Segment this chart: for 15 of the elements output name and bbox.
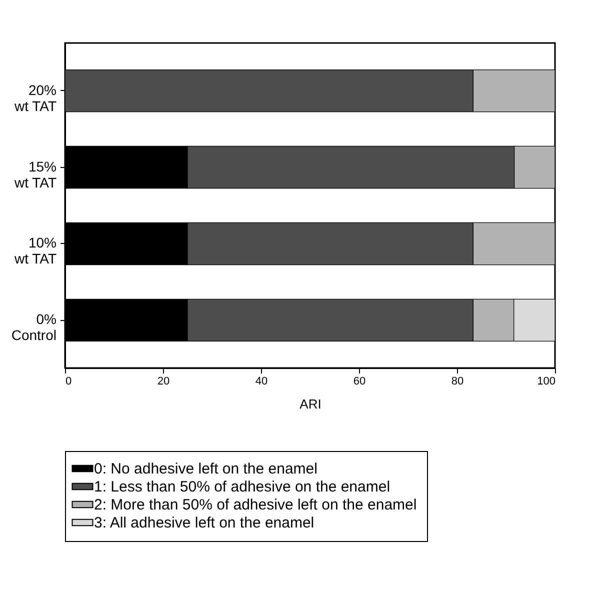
x-tick-label: 0 bbox=[66, 376, 72, 388]
y-tick-label: 20% wt TAT bbox=[14, 82, 57, 114]
legend-label: 1: Less than 50% of adhesive on the enamel bbox=[94, 478, 390, 496]
x-tick-label: 20 bbox=[157, 376, 170, 388]
y-tick-label: 10% wt TAT bbox=[14, 234, 57, 267]
legend-label: 3: All adhesive left on the enamel bbox=[94, 514, 314, 532]
legend-label: 0: No adhesive left on the enamel bbox=[94, 460, 318, 478]
x-axis-title: ARI bbox=[300, 396, 322, 412]
x-tick-label: 100 bbox=[537, 376, 556, 388]
y-tick-label: 0% Control bbox=[11, 311, 56, 344]
y-tick-label: 15% wt TAT bbox=[14, 158, 57, 190]
x-tick-label: 40 bbox=[255, 376, 268, 388]
legend-label: 2: More than 50% of adhesive left on the enamel bbox=[94, 496, 417, 514]
x-tick-label: 60 bbox=[353, 376, 366, 388]
x-tick-label: 80 bbox=[451, 376, 464, 388]
